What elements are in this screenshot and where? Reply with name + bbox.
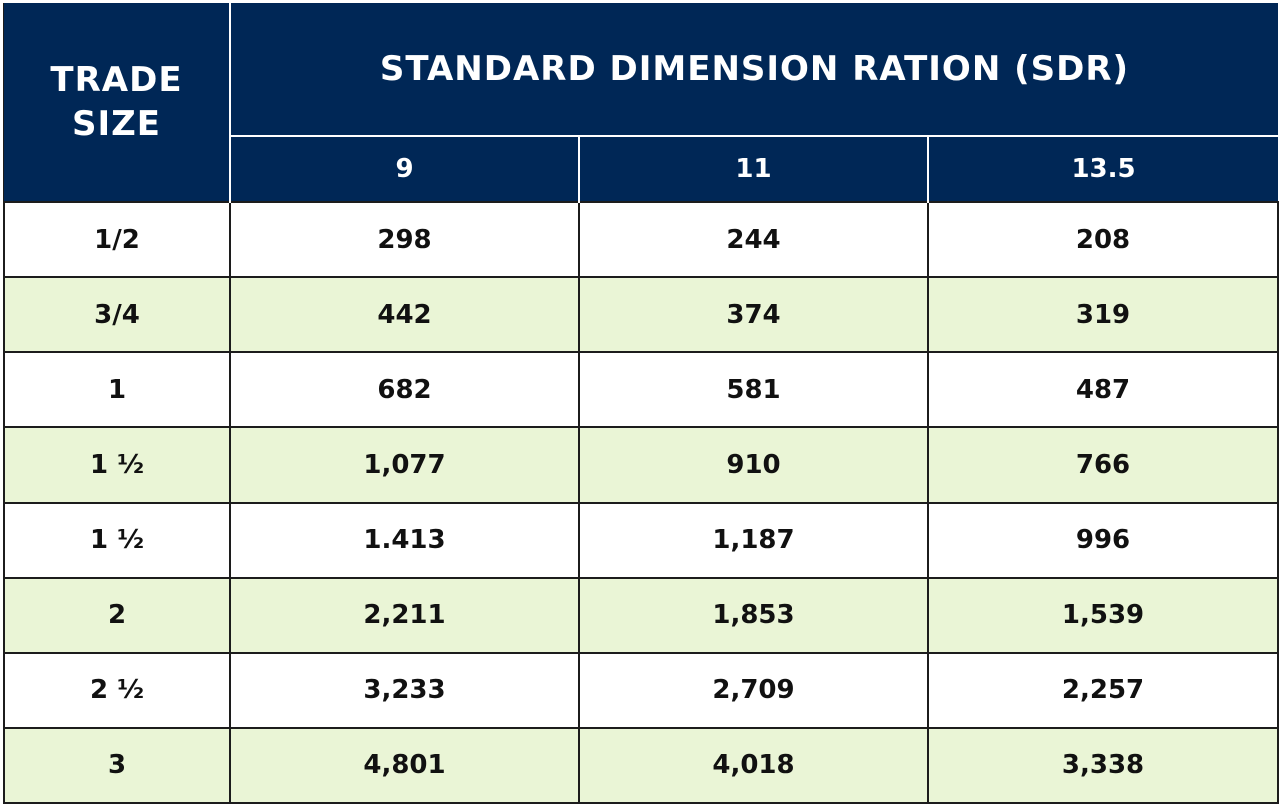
value-cell: 374 [578,276,929,354]
value-cell: 581 [578,351,929,429]
sdr-column-header: 11 [579,136,929,202]
table-row: 1/2 298 244 208 [3,200,1280,279]
value-cell: 3,233 [229,651,580,729]
value-cell: 1.413 [229,501,580,579]
table-row: 1 ½ 1.413 1,187 996 [3,501,1280,579]
value-cell: 910 [578,426,929,504]
value-cell: 1,077 [229,426,580,504]
trade-size-cell: 3 [3,726,231,805]
table-header: TRADE SIZE STANDARD DIMENSION RATION (SD… [4,3,1279,202]
value-cell: 766 [926,426,1280,504]
sdr-column-header: 9 [230,136,580,202]
table-row: 2 2,211 1,853 1,539 [3,576,1280,654]
value-cell: 208 [926,200,1280,279]
value-cell: 2,709 [578,651,929,729]
sdr-group-header: STANDARD DIMENSION RATION (SDR) [230,3,1279,137]
value-cell: 487 [926,351,1280,429]
value-cell: 2,257 [926,651,1280,729]
trade-size-cell: 1 [3,351,231,429]
table-body: 1/2 298 244 208 3/4 442 374 319 1 682 58… [3,200,1280,805]
trade-size-cell: 1 ½ [3,426,231,504]
table-row: 1 ½ 1,077 910 766 [3,426,1280,504]
sdr-table: TRADE SIZE STANDARD DIMENSION RATION (SD… [3,3,1280,805]
table-row: 3 4,801 4,018 3,338 [3,726,1280,805]
value-cell: 2,211 [229,576,580,654]
value-cell: 298 [229,200,580,279]
value-cell: 4,801 [229,726,580,805]
trade-size-cell: 1 ½ [3,501,231,579]
value-cell: 319 [926,276,1280,354]
trade-size-cell: 1/2 [3,200,231,279]
value-cell: 682 [229,351,580,429]
trade-size-cell: 3/4 [3,276,231,354]
trade-size-cell: 2 [3,576,231,654]
table-row: 1 682 581 487 [3,351,1280,429]
value-cell: 1,187 [578,501,929,579]
table-row: 2 ½ 3,233 2,709 2,257 [3,651,1280,729]
trade-size-header: TRADE SIZE [4,3,231,202]
table-frame: TRADE SIZE STANDARD DIMENSION RATION (SD… [3,3,1280,805]
value-cell: 244 [578,200,929,279]
trade-size-cell: 2 ½ [3,651,231,729]
value-cell: 4,018 [578,726,929,805]
value-cell: 996 [926,501,1280,579]
table-row: 3/4 442 374 319 [3,276,1280,354]
value-cell: 442 [229,276,580,354]
sdr-column-header: 13.5 [928,136,1279,202]
value-cell: 1,853 [578,576,929,654]
value-cell: 3,338 [926,726,1280,805]
value-cell: 1,539 [926,576,1280,654]
